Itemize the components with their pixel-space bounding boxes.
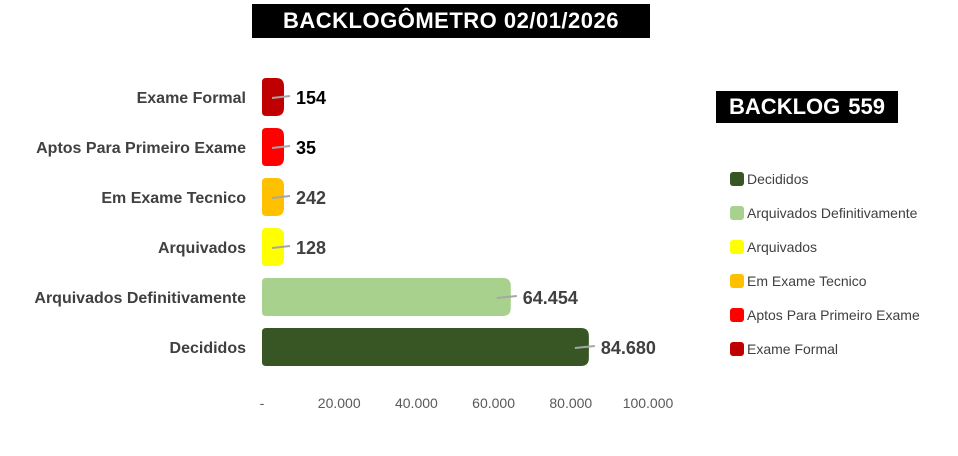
legend-swatch bbox=[730, 274, 744, 288]
value-label: 64.454 bbox=[523, 288, 578, 308]
x-tick-label: 20.000 bbox=[318, 395, 361, 411]
legend-label: Em Exame Tecnico bbox=[747, 273, 867, 289]
chart-legend: Decididos Arquivados Definitivamente Arq… bbox=[730, 162, 958, 366]
legend-swatch bbox=[730, 172, 744, 186]
legend-item-arquivados: Arquivados bbox=[730, 230, 958, 264]
bar-leader-line bbox=[271, 95, 291, 99]
legend-item-decididos: Decididos bbox=[730, 162, 958, 196]
bar-leader-line bbox=[271, 195, 291, 199]
value-label: 128 bbox=[296, 238, 326, 258]
x-tick-label: 100.000 bbox=[623, 395, 674, 411]
bar bbox=[262, 328, 589, 366]
bar-leader-line bbox=[271, 245, 291, 249]
legend-swatch bbox=[730, 342, 744, 356]
category-label: Aptos Para Primeiro Exame bbox=[36, 140, 246, 157]
x-tick-label: 80.000 bbox=[549, 395, 592, 411]
bar-leader-line bbox=[271, 145, 291, 149]
backlog-value: 559 bbox=[848, 94, 885, 119]
x-tick-label: 60.000 bbox=[472, 395, 515, 411]
value-label: 84.680 bbox=[601, 338, 656, 358]
legend-item-em-exame-tecnico: Em Exame Tecnico bbox=[730, 264, 958, 298]
backlog-badge: BACKLOG 559 bbox=[716, 91, 898, 123]
category-label: Exame Formal bbox=[137, 90, 246, 107]
legend-item-aptos-para-primeiro-exame: Aptos Para Primeiro Exame bbox=[730, 298, 958, 332]
bar-leader-line bbox=[496, 295, 517, 299]
bar-leader-line bbox=[574, 345, 595, 349]
x-tick-label: 40.000 bbox=[395, 395, 438, 411]
backlog-label: BACKLOG bbox=[729, 94, 841, 119]
bar-chart: Exame Formal 154 Aptos Para Primeiro Exame… bbox=[34, 78, 674, 411]
category-label: Arquivados Definitivamente bbox=[34, 290, 246, 307]
legend-item-exame-formal: Exame Formal bbox=[730, 332, 958, 366]
legend-label: Arquivados bbox=[747, 239, 818, 255]
value-label: 154 bbox=[296, 88, 326, 108]
x-tick-label: - bbox=[260, 395, 265, 411]
legend-swatch bbox=[730, 206, 744, 220]
legend-label: Arquivados Definitivamente bbox=[747, 205, 918, 221]
value-label: 35 bbox=[296, 138, 316, 158]
legend-item-arquivados-definitivamente: Arquivados Definitivamente bbox=[730, 196, 958, 230]
category-label: Em Exame Tecnico bbox=[101, 190, 246, 207]
legend-label: Decididos bbox=[747, 171, 809, 187]
bar bbox=[262, 278, 511, 316]
legend-swatch bbox=[730, 240, 744, 254]
category-label: Decididos bbox=[170, 340, 247, 357]
category-label: Arquivados bbox=[158, 240, 246, 257]
value-label: 242 bbox=[296, 188, 326, 208]
chart-title: BACKLOGÔMETRO 02/01/2026 bbox=[252, 4, 650, 38]
legend-label: Aptos Para Primeiro Exame bbox=[747, 307, 920, 323]
legend-swatch bbox=[730, 308, 744, 322]
legend-label: Exame Formal bbox=[747, 341, 839, 357]
